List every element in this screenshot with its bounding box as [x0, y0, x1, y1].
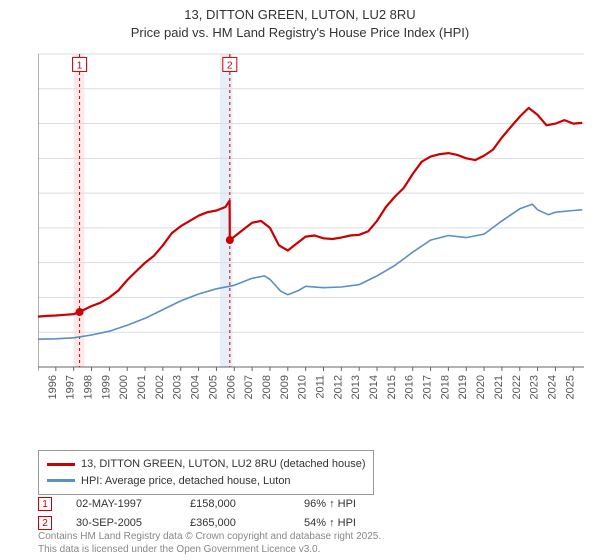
sale-date: 30-SEP-2005	[76, 514, 166, 533]
svg-text:2017: 2017	[422, 375, 434, 399]
svg-text:2002: 2002	[154, 375, 166, 399]
svg-text:2022: 2022	[511, 375, 523, 399]
legend-item: HPI: Average price, detached house, Luto…	[47, 473, 365, 490]
svg-text:2000: 2000	[118, 375, 130, 399]
sale-marker-icon: 2	[38, 516, 52, 530]
svg-text:2010: 2010	[297, 375, 309, 399]
svg-text:2021: 2021	[493, 375, 505, 399]
svg-text:2016: 2016	[404, 375, 416, 399]
attribution: Contains HM Land Registry data © Crown c…	[38, 531, 381, 556]
legend-label: 13, DITTON GREEN, LUTON, LU2 8RU (detach…	[81, 456, 365, 473]
svg-text:2001: 2001	[136, 375, 148, 399]
attribution-line: Contains HM Land Registry data © Crown c…	[38, 531, 381, 544]
svg-text:2012: 2012	[332, 375, 344, 399]
legend-swatch	[47, 463, 75, 466]
legend-label: HPI: Average price, detached house, Luto…	[81, 473, 291, 490]
legend-swatch	[47, 479, 75, 482]
sale-date: 02-MAY-1997	[76, 495, 166, 514]
legend-item: 13, DITTON GREEN, LUTON, LU2 8RU (detach…	[47, 456, 365, 473]
svg-text:1998: 1998	[83, 375, 95, 399]
svg-text:2009: 2009	[279, 375, 291, 399]
svg-text:2019: 2019	[457, 375, 469, 399]
svg-text:2004: 2004	[190, 375, 202, 399]
title-address: 13, DITTON GREEN, LUTON, LU2 8RU	[0, 6, 600, 24]
svg-text:1996: 1996	[47, 375, 59, 399]
sales-table: 1 02-MAY-1997 £158,000 96% ↑ HPI 2 30-SE…	[38, 495, 394, 532]
svg-text:1: 1	[77, 60, 83, 71]
svg-text:2018: 2018	[439, 375, 451, 399]
svg-text:2005: 2005	[207, 375, 219, 399]
svg-text:2024: 2024	[546, 375, 558, 399]
sale-price: £158,000	[190, 495, 280, 514]
sales-row: 2 30-SEP-2005 £365,000 54% ↑ HPI	[38, 514, 394, 533]
chart-svg: £0£100K£200K£300K£400K£500K£600K£700K£80…	[38, 50, 590, 405]
svg-text:2003: 2003	[172, 375, 184, 399]
svg-text:2011: 2011	[314, 375, 326, 399]
sale-marker-icon: 1	[38, 497, 52, 511]
chart-plot-area: £0£100K£200K£300K£400K£500K£600K£700K£80…	[38, 50, 590, 405]
svg-text:2025: 2025	[564, 375, 576, 399]
title-subtitle: Price paid vs. HM Land Registry's House …	[0, 24, 600, 42]
sale-hpi: 96% ↑ HPI	[304, 495, 394, 514]
svg-text:2008: 2008	[261, 375, 273, 399]
svg-text:2015: 2015	[386, 375, 398, 399]
svg-text:2006: 2006	[225, 375, 237, 399]
svg-text:1997: 1997	[65, 375, 77, 399]
attribution-line: This data is licensed under the Open Gov…	[38, 544, 381, 557]
chart-title: 13, DITTON GREEN, LUTON, LU2 8RU Price p…	[0, 0, 600, 41]
sale-hpi: 54% ↑ HPI	[304, 514, 394, 533]
svg-text:2007: 2007	[243, 375, 255, 399]
svg-text:2014: 2014	[368, 375, 380, 399]
svg-text:2: 2	[227, 60, 233, 71]
svg-text:1995: 1995	[38, 375, 41, 399]
sale-price: £365,000	[190, 514, 280, 533]
svg-text:2013: 2013	[350, 375, 362, 399]
svg-text:2023: 2023	[529, 375, 541, 399]
svg-text:2020: 2020	[475, 375, 487, 399]
svg-text:1999: 1999	[100, 375, 112, 399]
chart-container: 13, DITTON GREEN, LUTON, LU2 8RU Price p…	[0, 0, 600, 560]
sales-row: 1 02-MAY-1997 £158,000 96% ↑ HPI	[38, 495, 394, 514]
legend: 13, DITTON GREEN, LUTON, LU2 8RU (detach…	[38, 450, 374, 495]
